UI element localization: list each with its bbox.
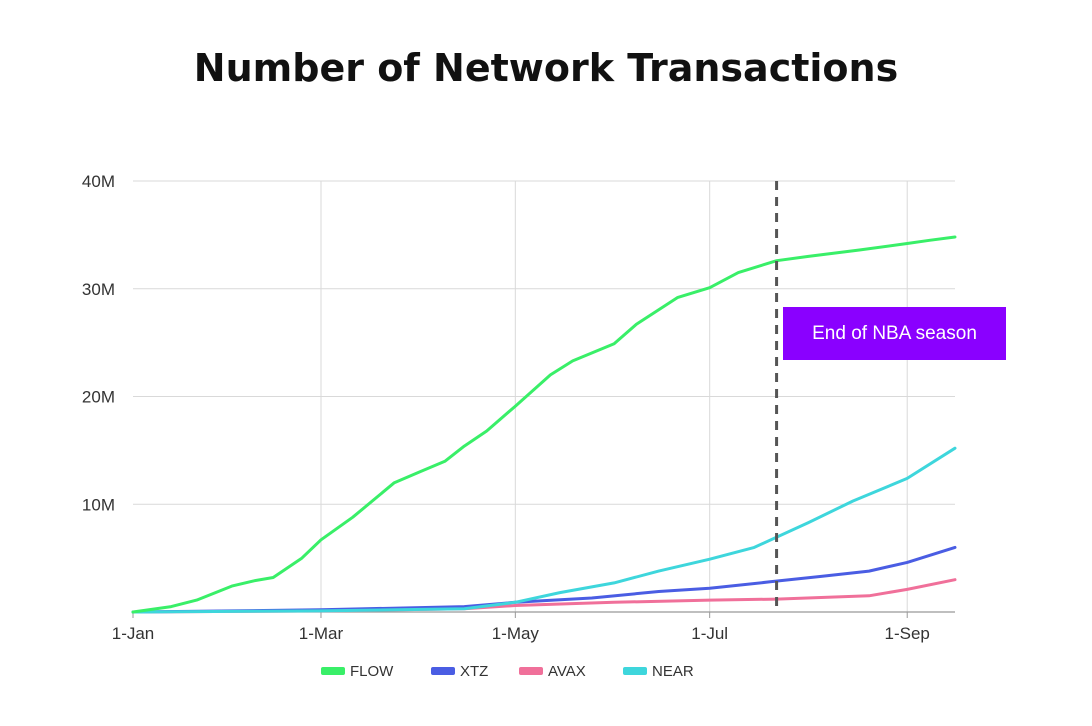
annotation-label-box: End of NBA season: [783, 307, 1006, 360]
legend-swatch-near: [623, 667, 647, 675]
x-tick-label: 1-Sep: [885, 624, 930, 643]
legend-label-near: NEAR: [652, 663, 694, 680]
series-line-flow: [131, 235, 957, 614]
grid-lines: [133, 180, 955, 613]
x-tick-label: 1-Jan: [112, 624, 155, 643]
y-tick-label: 40M: [82, 172, 115, 191]
legend: FLOW XTZ AVAX NEAR: [321, 663, 694, 680]
y-tick-label: 20M: [82, 388, 115, 407]
y-tick-label: 30M: [82, 280, 115, 299]
x-tick-label: 1-May: [492, 624, 540, 643]
series-lines: [131, 235, 957, 614]
axes: 10M 20M 30M 40M 1-Jan 1-Mar 1-May 1-Jul 1-Sep: [82, 172, 955, 643]
annotation-label: End of NBA season: [812, 322, 977, 344]
legend-swatch-avax: [519, 667, 543, 675]
legend-swatch-xtz: [431, 667, 455, 675]
x-tick-label: 1-Jul: [691, 624, 728, 643]
x-tick-label: 1-Mar: [299, 624, 344, 643]
legend-label-avax: AVAX: [548, 663, 586, 680]
legend-label-flow: FLOW: [350, 663, 394, 680]
legend-label-xtz: XTZ: [460, 663, 488, 680]
legend-swatch-flow: [321, 667, 345, 675]
series-line-near: [131, 446, 957, 614]
chart-title: Number of Network Transactions: [193, 46, 899, 90]
y-tick-label: 10M: [82, 495, 115, 514]
